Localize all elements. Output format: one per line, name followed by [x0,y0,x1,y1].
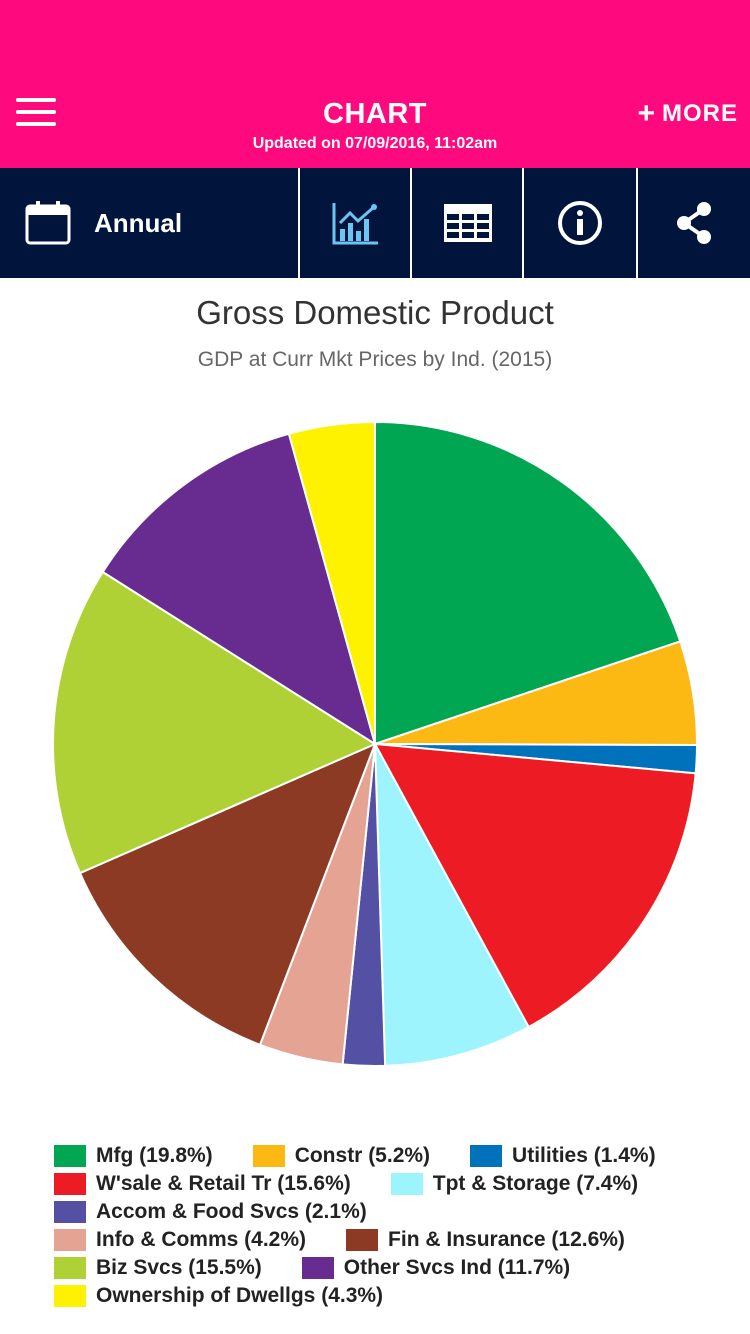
period-label: Annual [94,207,183,238]
calendar-icon [25,201,71,245]
legend-swatch [54,1145,86,1167]
legend-label: W'sale & Retail Tr (15.6%) [96,1172,351,1195]
legend-label: Info & Comms (4.2%) [96,1228,307,1251]
legend-label: Biz Svcs (15.5%) [96,1256,262,1279]
legend-swatch [301,1257,334,1279]
table-view-button[interactable] [410,168,524,278]
pie-slice-7[interactable] [78,742,377,1047]
legend-swatch [54,1257,86,1279]
legend-swatch [252,1145,285,1167]
legend-swatch [470,1145,503,1167]
chart-view-button[interactable] [298,168,412,278]
legend-label: Mfg (19.8%) [96,1144,213,1167]
legend-item[interactable]: W'sale & Retail Tr (15.6%) [54,1172,351,1196]
pie-slice-3[interactable] [373,742,697,1029]
legend-swatch [54,1201,86,1223]
legend-swatch [346,1229,379,1251]
legend-swatch [54,1173,86,1195]
more-label: MORE [662,100,738,127]
legend-label: Other Svcs Ind (11.7%) [343,1256,571,1279]
share-button[interactable] [636,168,750,278]
pie-slice-9[interactable] [101,432,377,747]
plus-icon: + [637,97,656,130]
pie-slice-4[interactable] [374,743,530,1067]
legend-item[interactable]: Other Svcs Ind (11.7%) [301,1256,571,1280]
legend-swatch [54,1285,86,1307]
legend-label: Constr (5.2%) [294,1144,431,1167]
chart-title: Gross Domestic Product [196,294,554,331]
legend-label: Fin & Insurance (12.6%) [388,1228,625,1251]
more-button[interactable]: + MORE [637,97,738,130]
chart-legend: Mfg (19.8%) Constr (5.2%) Utilities (1.4%)… [54,1142,744,1310]
legend-item[interactable]: Accom & Food Svcs (2.1%) [54,1200,367,1224]
hamburger-menu-icon[interactable] [16,98,56,130]
legend-row: Mfg (19.8%) Constr (5.2%) Utilities (1.4%) [54,1142,744,1170]
legend-item[interactable]: Fin & Insurance (12.6%) [346,1228,625,1252]
legend-item[interactable]: Ownership of Dwellgs (4.3%) [54,1284,383,1308]
legend-swatch [54,1229,86,1251]
page-title: CHART [323,98,427,130]
info-icon [558,201,602,245]
share-icon [677,202,711,244]
pie-chart [52,420,699,1067]
legend-item[interactable]: Biz Svcs (15.5%) [54,1256,262,1280]
legend-item[interactable]: Info & Comms (4.2%) [54,1228,306,1252]
legend-row: Ownership of Dwellgs (4.3%) [54,1282,744,1310]
legend-item[interactable]: Constr (5.2%) [252,1144,431,1168]
chart-icon [332,203,378,245]
app-header: CHART Updated on 07/09/2016, 11:02am + M… [0,0,750,168]
legend-row: Accom & Food Svcs (2.1%) [54,1198,744,1226]
legend-swatch [390,1173,423,1195]
legend-row: Biz Svcs (15.5%) Other Svcs Ind (11.7%) [54,1254,744,1282]
legend-row: W'sale & Retail Tr (15.6%) Tpt & Storage … [54,1170,744,1198]
legend-item[interactable]: Mfg (19.8%) [54,1144,213,1168]
legend-label: Utilities (1.4%) [512,1144,656,1167]
legend-label: Tpt & Storage (7.4%) [432,1172,639,1195]
period-selector[interactable]: Annual [0,168,298,278]
chart-subtitle: GDP at Curr Mkt Prices by Ind. (2015) [197,348,553,371]
pie-slice-10[interactable] [287,420,376,745]
legend-item[interactable]: Utilities (1.4%) [470,1144,656,1168]
pie-slice-0[interactable] [374,420,682,746]
legend-row: Info & Comms (4.2%) Fin & Insurance (12.6… [54,1226,744,1254]
toolbar: Annual [0,168,750,278]
info-button[interactable] [522,168,636,278]
updated-timestamp: Updated on 07/09/2016, 11:02am [252,135,498,152]
pie-slice-8[interactable] [52,570,378,875]
legend-label: Accom & Food Svcs (2.1%) [96,1200,367,1223]
legend-label: Ownership of Dwellgs (4.3%) [96,1284,384,1307]
table-icon [444,204,492,242]
legend-item[interactable]: Tpt & Storage (7.4%) [390,1172,639,1196]
